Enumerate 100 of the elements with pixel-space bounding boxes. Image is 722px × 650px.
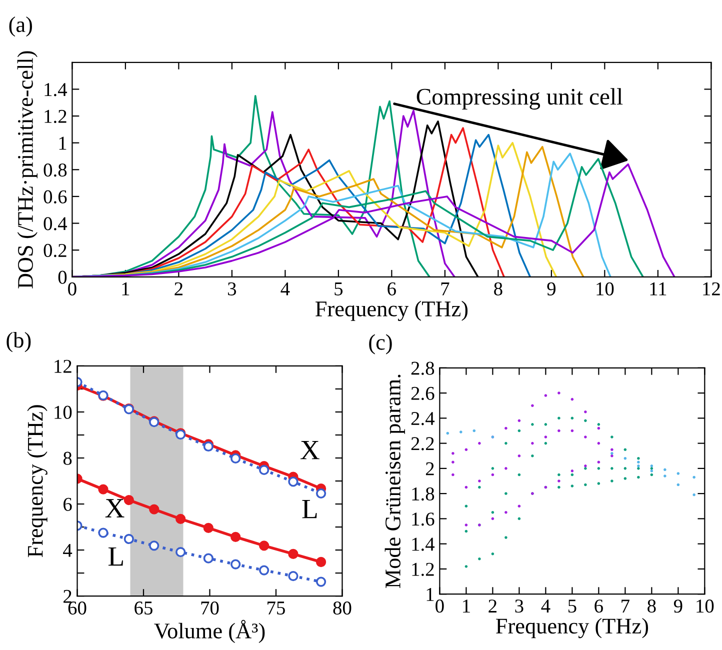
x-tick-label: 10: [596, 282, 614, 296]
point: [637, 464, 640, 468]
y-tick-label: 0.4: [44, 217, 68, 230]
x-tick-label: 75: [268, 602, 285, 615]
y-tick-label: 0.2: [44, 244, 66, 258]
point: [610, 480, 614, 482]
point: [531, 442, 534, 445]
point: [149, 504, 160, 514]
x-tick-label: 7: [441, 282, 450, 296]
point: [558, 416, 560, 420]
x-tick-label: 12: [703, 282, 720, 296]
point: [584, 436, 587, 438]
point: [624, 456, 627, 460]
point: [558, 429, 560, 432]
x-tick-label: 9: [547, 282, 556, 296]
point: [610, 436, 614, 438]
series-label: X: [105, 499, 124, 518]
point: [597, 482, 600, 485]
point: [610, 448, 614, 451]
y-tick-label: 1.4: [44, 83, 68, 96]
point: [491, 467, 494, 470]
y-axis-title: Mode Grüneisen param.: [384, 374, 405, 588]
series-label: L: [108, 547, 123, 566]
point: [692, 493, 696, 496]
point: [570, 470, 574, 472]
chart-title: (c): [369, 334, 392, 354]
y-tick-label: 0.6: [44, 190, 67, 204]
x-tick-label: 65: [134, 602, 152, 615]
point: [544, 423, 548, 426]
x-tick-label: 60: [68, 601, 86, 615]
y-tick-label: 8: [63, 452, 72, 465]
x-tick-label: 7: [622, 600, 630, 612]
point: [504, 467, 508, 470]
point: [464, 486, 468, 489]
point: [504, 511, 508, 514]
point: [288, 548, 298, 560]
x-axis-title: Frequency (THz): [316, 300, 468, 321]
point: [316, 488, 326, 498]
point: [558, 486, 560, 489]
y-tick-label: 1: [59, 136, 66, 150]
point: [124, 495, 134, 506]
point: [98, 484, 108, 494]
x-tick-label: 70: [201, 601, 219, 615]
annotation: Compressing unit cell: [416, 88, 623, 110]
series-label: X: [300, 440, 320, 460]
point: [637, 476, 640, 479]
point: [597, 467, 600, 470]
point: [518, 473, 521, 476]
point: [504, 426, 508, 430]
point: [504, 442, 508, 445]
point: [288, 570, 298, 582]
point: [124, 534, 134, 544]
point: [676, 472, 680, 475]
point: [518, 429, 521, 432]
point: [597, 426, 600, 430]
y-tick-label: 4: [63, 544, 72, 557]
point: [464, 530, 468, 533]
point: [452, 452, 454, 455]
point: [558, 392, 560, 394]
point: [478, 442, 481, 445]
point: [464, 448, 468, 451]
point: [610, 454, 614, 458]
point: [149, 540, 160, 551]
x-tick-label: 3: [515, 600, 524, 613]
point: [472, 429, 476, 432]
point: [230, 559, 241, 570]
point: [597, 460, 600, 464]
x-tick-label: 5: [568, 600, 576, 613]
point: [446, 432, 450, 435]
point: [464, 524, 468, 526]
x-tick-label: 8: [648, 600, 656, 613]
point: [558, 473, 560, 476]
point: [570, 429, 574, 432]
point: [203, 522, 214, 534]
point: [624, 467, 627, 470]
y-tick-label: 1.6: [412, 512, 434, 526]
point: [504, 492, 508, 495]
x-tick-label: 80: [333, 601, 352, 615]
point: [491, 511, 494, 514]
y-axis-title: DOS (/THz·primitive-cell): [17, 51, 38, 288]
point: [570, 416, 574, 420]
y-tick-label: 1.2: [412, 562, 434, 576]
point: [531, 404, 534, 407]
point: [544, 436, 548, 438]
point: [504, 536, 508, 539]
point: [637, 467, 640, 470]
x-tick-label: 11: [650, 282, 666, 296]
point: [650, 473, 654, 476]
point: [664, 474, 666, 478]
point: [230, 453, 241, 464]
y-tick-label: 2: [426, 462, 434, 476]
x-tick-label: 9: [674, 600, 682, 613]
point: [518, 419, 521, 422]
x-tick-label: 0: [436, 600, 444, 613]
point: [624, 448, 627, 451]
point: [584, 467, 587, 470]
point: [584, 410, 587, 414]
point: [531, 423, 534, 426]
y-tick-label: 1.4: [412, 538, 435, 551]
point: [203, 553, 214, 564]
